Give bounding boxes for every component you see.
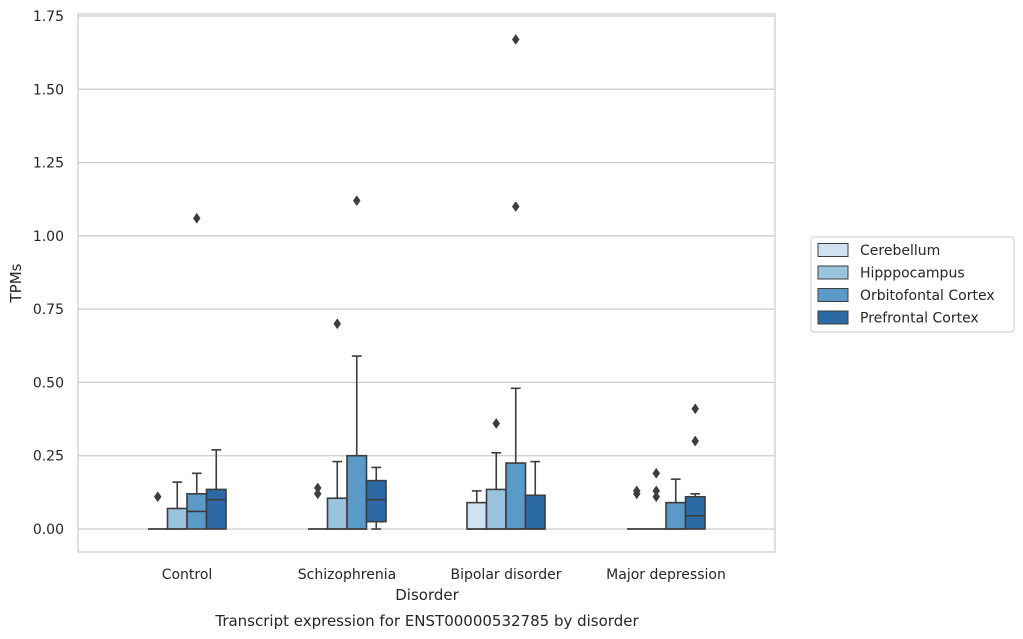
x-axis-ticks: Control Schizophrenia Bipolar disorder Majo… [162, 567, 726, 583]
legend-swatch [817, 265, 849, 280]
box [665, 501, 687, 530]
series-orbitofontal-cortex [186, 34, 687, 530]
legend: Cerebellum Hipppocampus Orbitofontal Corte… [810, 236, 1015, 333]
legend-swatch [817, 288, 849, 302]
plot-frame [77, 13, 776, 553]
y-tick-label: 1.50 [33, 82, 64, 98]
legend-label: Cerebellum [860, 243, 940, 259]
outlier-point [652, 485, 661, 497]
chart-caption: Transcript expression for ENST0000053278… [214, 612, 639, 630]
x-tick-label: Schizophrenia [298, 567, 396, 583]
outlier-point [192, 212, 201, 224]
outlier-point [632, 485, 641, 497]
x-tick-label: Control [162, 567, 213, 583]
y-axis-label: TPMs [7, 263, 25, 303]
outlier-point [652, 491, 661, 503]
y-tick-label: 0.00 [33, 522, 64, 538]
box [485, 488, 507, 530]
x-tick-label: Major depression [606, 567, 726, 583]
y-tick-label: 0.75 [33, 302, 64, 318]
outlier-point [492, 418, 501, 429]
y-tick-label: 0.50 [33, 375, 64, 391]
outlier-point [691, 403, 700, 415]
legend-swatch [817, 243, 849, 257]
x-tick-label: Bipolar disorder [450, 567, 561, 583]
x-axis-label: Disorder [395, 586, 459, 604]
box [166, 507, 188, 530]
outlier-point [691, 435, 700, 447]
legend-label: Prefrontal Cortex [860, 311, 979, 327]
box [346, 454, 368, 530]
y-tick-label: 1.75 [33, 9, 64, 25]
series-prefrontal-cortex [205, 403, 706, 530]
grid-lines [78, 15, 775, 530]
legend-frame [810, 236, 1015, 333]
box [505, 462, 527, 530]
outlier-point [511, 201, 520, 212]
box [684, 495, 706, 530]
y-tick-label: 0.25 [33, 449, 64, 465]
legend-label: Hipppocampus [860, 266, 965, 282]
outlier-point [352, 195, 361, 207]
box [466, 501, 488, 530]
y-tick-label: 1.25 [33, 156, 64, 172]
box-series [148, 34, 706, 530]
outlier-point [313, 482, 322, 494]
box [205, 488, 227, 530]
box [326, 497, 348, 530]
y-axis-ticks: 0.00 0.25 0.50 0.75 1.00 1.25 1.50 1.75 [33, 9, 64, 538]
box [365, 479, 387, 523]
legend-label: Orbitofontal Cortex [860, 288, 995, 304]
outlier-point [511, 34, 520, 45]
outlier-point [333, 318, 342, 330]
series-hipppocampus [166, 318, 666, 530]
box [524, 494, 546, 530]
legend-swatch [817, 310, 849, 325]
outlier-point [153, 491, 162, 503]
outlier-point [652, 467, 661, 479]
outlier-point [313, 488, 322, 500]
y-tick-label: 1.00 [33, 229, 64, 245]
